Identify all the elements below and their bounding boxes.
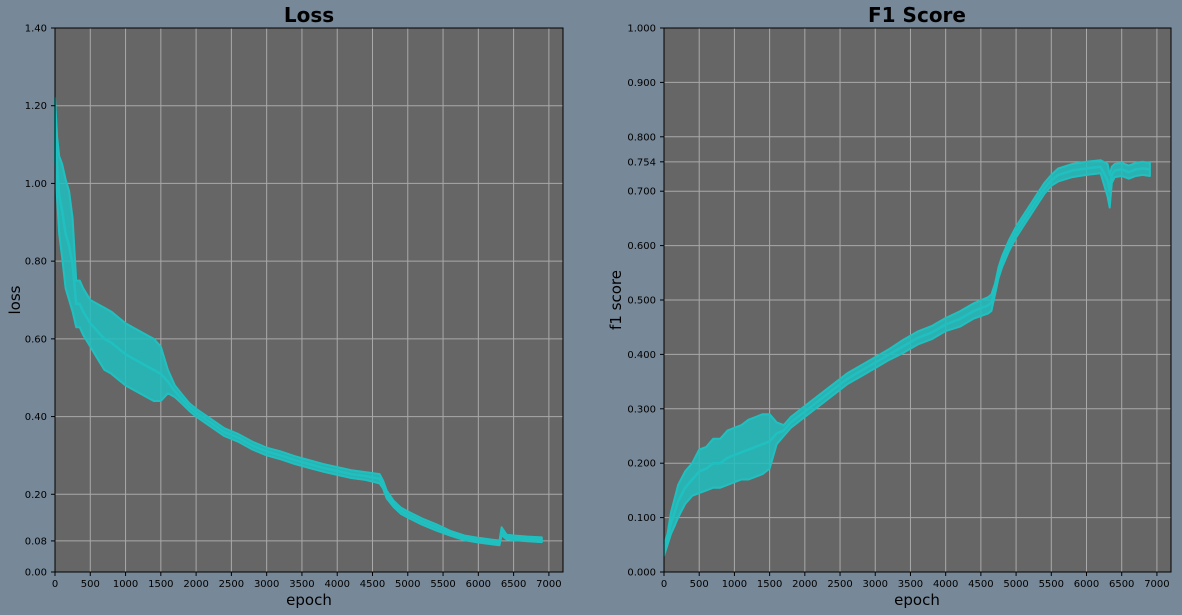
- loss-chart: 0 500 1000 1500 2000 2500 3000 3500 4000 4500 5000…: [6, 3, 564, 609]
- loss-x-tick-label: 4500: [360, 579, 385, 590]
- loss-y-tick-label: 0.00: [25, 568, 47, 579]
- f1-x-tick-label: 1500: [757, 579, 782, 590]
- loss-x-tick-label: 2000: [183, 579, 208, 590]
- loss-x-tick-label: 0: [52, 579, 58, 590]
- loss-x-tick-label: 3500: [289, 579, 314, 590]
- f1-x-tick-label: 5000: [1003, 579, 1028, 590]
- loss-y-tick-label: 0.40: [25, 412, 47, 423]
- f1-score-chart: 0 500 1000 1500 2000 2500 3000 3500 4000 4500 5000…: [607, 3, 1172, 609]
- f1-x-tick-label: 1000: [722, 579, 747, 590]
- loss-y-tick-label: 0.20: [25, 490, 47, 501]
- loss-x-tick-label: 1500: [148, 579, 173, 590]
- f1-y-tick-label: 0.100: [627, 513, 656, 524]
- f1-y-tick-label: 0.300: [627, 404, 656, 415]
- f1-x-tick-label: 4000: [933, 579, 958, 590]
- loss-y-tick-label: 1.40: [25, 24, 47, 35]
- f1-x-tick-label: 2500: [827, 579, 852, 590]
- loss-x-tick-label: 6500: [501, 579, 526, 590]
- f1-y-tick-label: 0.200: [627, 459, 656, 470]
- f1-x-tick-label: 500: [690, 579, 709, 590]
- loss-x-tick-label: 2500: [219, 579, 244, 590]
- f1-x-tick-label: 0: [661, 579, 667, 590]
- f1-x-tick-label: 3000: [863, 579, 888, 590]
- loss-chart-title: Loss: [284, 3, 334, 27]
- loss-plot-area: [55, 28, 563, 572]
- loss-y-tick-label: 0.60: [25, 334, 47, 345]
- f1-y-tick-label: 0.500: [627, 296, 656, 307]
- loss-x-tick-label: 5500: [430, 579, 455, 590]
- loss-series-line: [53, 128, 542, 545]
- loss-x-tick-label: 6000: [466, 579, 491, 590]
- loss-x-tick-label: 4000: [324, 579, 349, 590]
- f1-y-tick-label: 0.800: [627, 132, 656, 143]
- loss-y-axis-label: loss: [6, 285, 24, 314]
- f1-y-tick-label: 0.900: [627, 78, 656, 89]
- loss-y-tick-label: 0.08: [25, 536, 47, 547]
- loss-x-tick-label: 5000: [395, 579, 420, 590]
- f1-x-axis-label: epoch: [894, 591, 940, 609]
- f1-y-tick-label: 0.400: [627, 350, 656, 361]
- f1-y-tick-label: 1.000: [627, 24, 656, 35]
- f1-chart-title: F1 Score: [868, 3, 966, 27]
- f1-x-tick-label: 6500: [1109, 579, 1134, 590]
- loss-plot-frame: [54, 27, 564, 573]
- loss-y-tick-label: 1.20: [25, 101, 47, 112]
- loss-x-axis-label: epoch: [286, 591, 332, 609]
- f1-x-tick-label: 5500: [1039, 579, 1064, 590]
- loss-x-tick-label: 1000: [113, 579, 138, 590]
- loss-x-tick-label: 7000: [536, 579, 561, 590]
- f1-y-axis-label: f1 score: [607, 270, 625, 330]
- f1-y-tick-label: 0.000: [627, 568, 656, 579]
- loss-y-tick-label: 0.80: [25, 257, 47, 268]
- f1-x-tick-label: 3500: [898, 579, 923, 590]
- f1-series-line: [662, 165, 1151, 551]
- f1-y-tick-label: 0.600: [627, 241, 656, 252]
- loss-x-tick-label: 3000: [254, 579, 279, 590]
- f1-x-tick-label: 7000: [1144, 579, 1169, 590]
- loss-x-tick-label: 500: [81, 579, 100, 590]
- f1-y-tick-label: 0.754: [627, 157, 656, 168]
- loss-y-tick-label: 1.00: [25, 179, 47, 190]
- f1-x-tick-label: 4500: [968, 579, 993, 590]
- f1-y-tick-label: 0.700: [627, 187, 656, 198]
- f1-series-band: [663, 159, 1151, 557]
- loss-series-band: [54, 96, 543, 547]
- f1-x-tick-label: 6000: [1074, 579, 1099, 590]
- f1-x-tick-label: 2000: [792, 579, 817, 590]
